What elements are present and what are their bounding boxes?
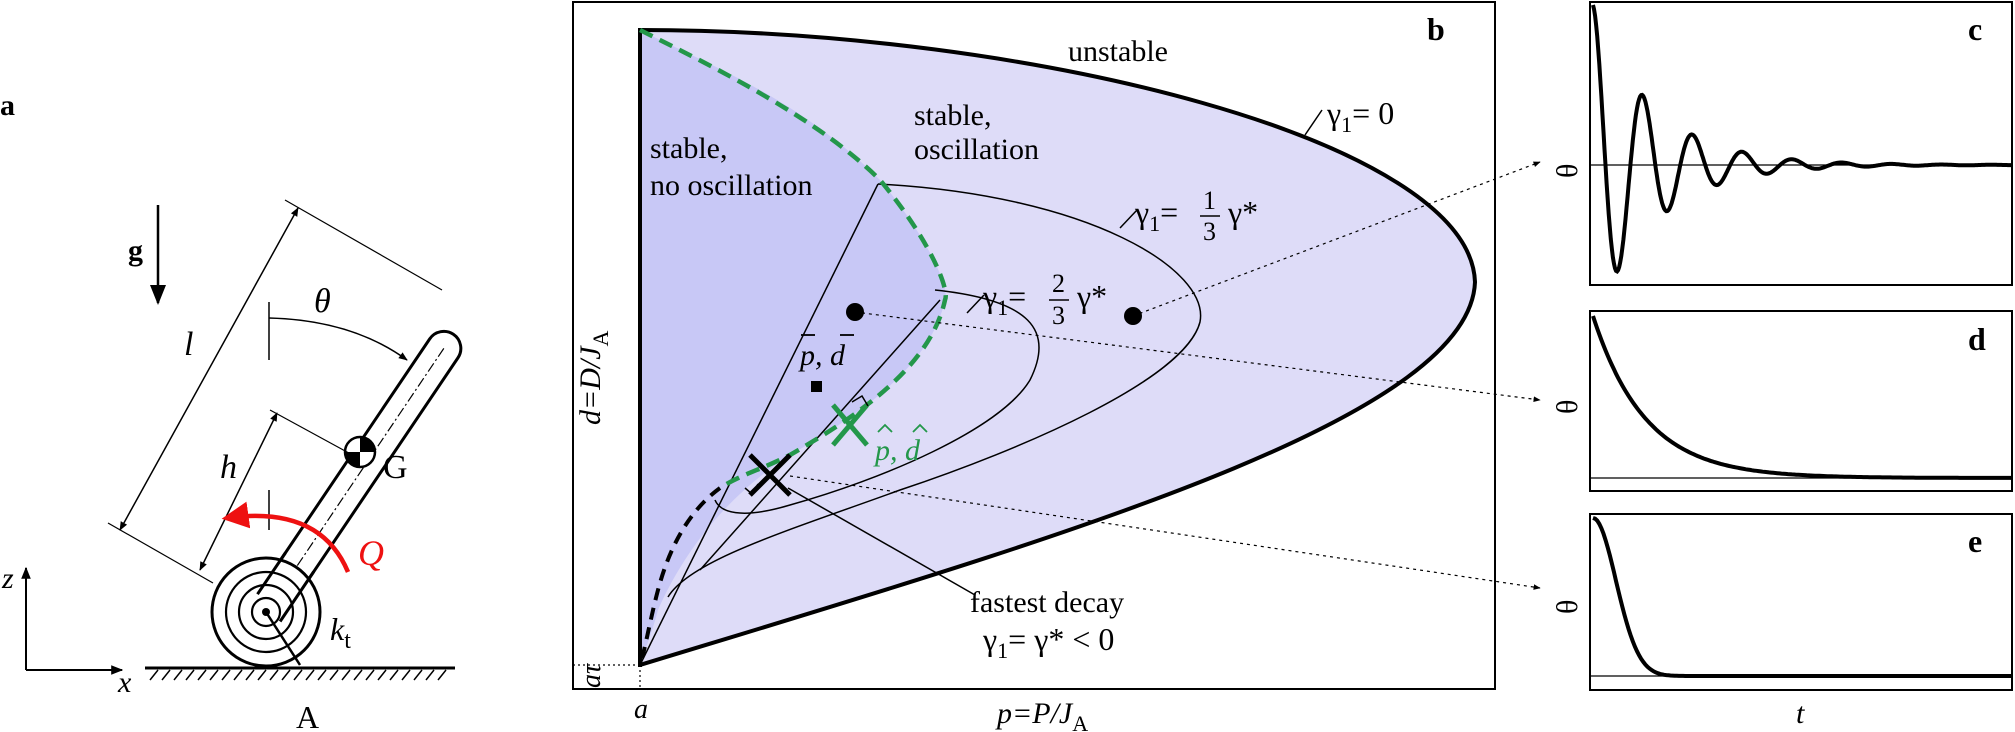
panel-b-frame (572, 1, 1496, 690)
gamma-zero-boundary (639, 28, 1478, 667)
panel-d-ylabel: θ (1551, 400, 1584, 414)
connector-to-e (789, 475, 1541, 590)
panel-e-tag: e (1968, 523, 1982, 559)
ray-line-1 (639, 183, 879, 666)
panel-c-frame (1589, 1, 2013, 286)
panel-c-ylabel: θ (1551, 164, 1584, 178)
panel-d-frame (1589, 310, 2013, 492)
no-oscillation-label-1: stable, (650, 132, 727, 165)
phat-dhat-label: p, d (873, 434, 921, 467)
one-third-denominator: 3 (1203, 217, 1216, 246)
height-label: h (220, 449, 237, 486)
panel-c: c θ (1551, 1, 2013, 286)
gamma-two-thirds-label: γ1= (982, 278, 1026, 320)
length-dimension (119, 207, 299, 531)
slow-decay-curve (1591, 315, 2012, 480)
oscillation-label-2: oscillation (914, 133, 1039, 166)
two-thirds-numerator: 2 (1052, 269, 1065, 298)
z-axis-label: z (1, 562, 14, 595)
x-tick-a: a (634, 694, 648, 725)
fast-decay-curve (1592, 516, 2012, 678)
ray-line-2 (699, 299, 941, 571)
one-third-numerator: 1 (1203, 186, 1216, 215)
x-axis-label: x (117, 666, 132, 699)
unstable-label: unstable (1068, 35, 1168, 68)
dhat-hat (912, 423, 928, 433)
panel-b-tag: b (1427, 11, 1445, 47)
critical-curve-lower (638, 486, 722, 666)
pbar-marker (811, 381, 822, 392)
panel-e: e θ t (1551, 513, 2013, 730)
y-axis-label: d=D/JA (574, 330, 613, 425)
no-oscillation-label-2: no oscillation (650, 169, 812, 202)
length-ext-bottom (107, 522, 214, 584)
panel-b: b unstable stable, oscillation stable, n… (572, 1, 1541, 732)
ground-hatch (149, 669, 447, 681)
panel-e-xlabel: t (1796, 697, 1805, 730)
oscillation-label-1: stable, (914, 99, 991, 132)
oscillating-response-curve (1591, 4, 2012, 274)
cog-label: G (383, 449, 408, 486)
phat-hat (877, 423, 893, 433)
panel-a: a g θ (0, 89, 463, 732)
theta-arc (268, 317, 408, 361)
length-ext-top (284, 199, 443, 291)
pivot-label: A (296, 699, 319, 732)
gamma-one-third-curve (667, 183, 1202, 598)
panel-d-tag: d (1968, 321, 1986, 357)
torsion-spring-wheel (210, 556, 322, 668)
length-label: l (184, 326, 193, 363)
pbar-dbar-label: p, d (798, 339, 846, 372)
gamma-zero-label: γ1= 0 (1326, 95, 1394, 137)
y-tick-a-tau: aτ (576, 663, 607, 688)
panel-d: d θ (1551, 310, 2013, 492)
panel-c-tag: c (1968, 11, 1982, 47)
center-of-gravity-symbol (343, 435, 377, 469)
gravity-label: g (128, 234, 143, 267)
connector-to-c (1132, 161, 1541, 317)
fastest-decay-marker (744, 453, 792, 497)
gamma-zero-leader (1304, 109, 1323, 136)
height-ext-top (269, 409, 359, 459)
no-oscillation-region (640, 30, 946, 665)
pendulum-rod-front (256, 551, 315, 623)
torque-arrow (221, 501, 351, 573)
fastest-decay-label: fastest decay (970, 586, 1124, 619)
one-third-gamma-star: γ* (1227, 194, 1258, 230)
spring-label: kt (330, 611, 351, 654)
panel-a-tag: a (0, 89, 15, 122)
height-dimension (199, 412, 278, 571)
gamma-two-thirds-leader (966, 294, 985, 314)
torque-label: Q (358, 533, 384, 573)
panel-e-ylabel: θ (1551, 600, 1584, 614)
two-thirds-denominator: 3 (1052, 301, 1065, 330)
gamma-one-third-leader (1119, 209, 1138, 229)
panel-e-frame (1589, 513, 2013, 691)
gamma-one-third-label: γ1= (1134, 194, 1178, 236)
fastest-decay-equation: γ1= γ* < 0 (982, 621, 1114, 663)
two-thirds-gamma-star: γ* (1076, 278, 1107, 314)
theta-label: θ (314, 283, 331, 320)
optimal-point-marker (831, 394, 869, 447)
x-axis-label: p=P/JA (995, 697, 1088, 732)
fastest-decay-leader (787, 487, 976, 596)
connector-to-d (854, 311, 1541, 403)
